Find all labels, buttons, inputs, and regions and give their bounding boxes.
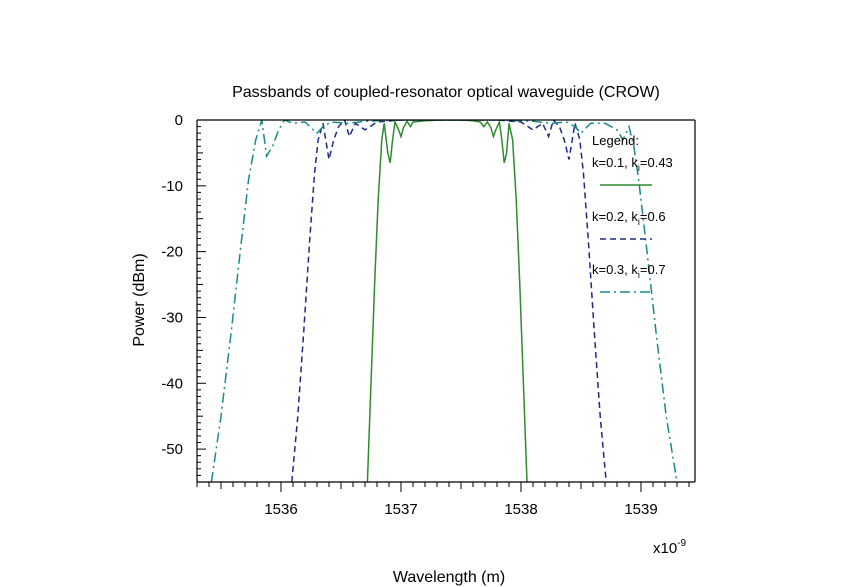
legend-label-sub: i [638,270,640,280]
legend-label-sub: i [638,163,640,173]
y-tick-label: -20 [161,244,183,261]
x-tick-label: 1539 [624,501,657,518]
legend-label-rest: =0.43 [640,155,673,170]
series-line-2 [291,120,607,482]
y-axis-title: Power (dBm) [131,253,148,346]
legend-label-rest: =0.6 [640,209,666,224]
legend-label-main: k=0.2, k [592,209,638,224]
legend: Legend: k=0.1, ki=0.43k=0.2, ki=0.6k=0.3… [592,133,673,293]
legend-label-2: k=0.2, ki=0.6 [592,209,666,227]
x-tick-label: 1538 [504,501,537,518]
x-ticks: 1536 1537 1538 1539 [196,482,690,518]
x-multiplier: x10-9 [653,538,687,557]
y-tick-label: -50 [161,441,183,458]
legend-label-main: k=0.1, k [592,155,638,170]
series-line-1 [366,120,528,482]
y-tick-label: -40 [161,375,183,392]
x-tick-label: 1536 [264,501,297,518]
legend-label-sub: i [638,217,640,227]
y-ticks: 0 -10 -20 -30 -40 -50 [161,112,206,483]
x-tick-label: 1537 [384,501,417,518]
legend-title: Legend: [592,133,639,148]
series-group [210,120,678,482]
chart-title: Passbands of coupled-resonator optical w… [232,84,660,101]
legend-label-1: k=0.1, ki=0.43 [592,155,673,173]
y-tick-label: 0 [175,112,183,129]
x-axis-title: Wavelength (m) [393,569,505,586]
x-multiplier-exponent: -9 [677,538,686,549]
series-line-3 [210,120,678,482]
x-multiplier-base: x10 [653,540,677,557]
y-tick-label: -10 [161,178,183,195]
legend-label-main: k=0.3, k [592,262,638,277]
y-tick-label: -30 [161,309,183,326]
legend-label-3: k=0.3, ki=0.7 [592,262,666,280]
plot-area: 0 -10 -20 -30 -40 -50 1536 1537 1538 1539 [161,112,696,518]
legend-entries: k=0.1, ki=0.43k=0.2, ki=0.6k=0.3, ki=0.7 [592,155,673,293]
legend-label-rest: =0.7 [640,262,666,277]
